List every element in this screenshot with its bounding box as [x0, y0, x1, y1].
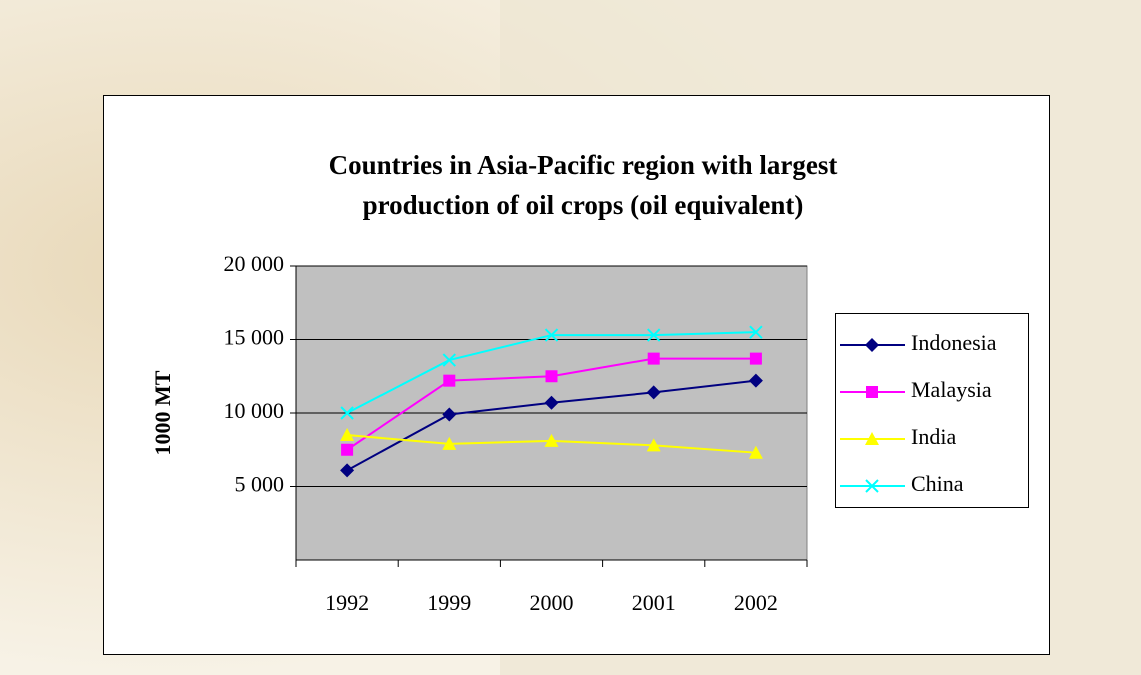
y-tick-label: 20 000	[224, 251, 285, 276]
marker	[750, 353, 762, 365]
x-tick-label: 2001	[632, 590, 676, 615]
marker	[341, 444, 353, 456]
legend-label: Malaysia	[911, 377, 992, 402]
legend-label: Indonesia	[911, 330, 997, 355]
chart: Countries in Asia-Pacific region with la…	[0, 0, 1141, 675]
marker	[648, 353, 660, 365]
y-axis-label: 1000 MT	[150, 370, 175, 455]
y-tick-label: 10 000	[224, 398, 285, 423]
y-tick-label: 5 000	[235, 472, 285, 497]
chart-title: production of oil crops (oil equivalent)	[363, 190, 804, 220]
legend-marker	[866, 386, 878, 398]
chart-title: Countries in Asia-Pacific region with la…	[329, 150, 838, 180]
marker	[443, 375, 455, 387]
x-tick-label: 2000	[530, 590, 574, 615]
page: Countries in Asia-Pacific region with la…	[0, 0, 1141, 675]
y-tick-label: 15 000	[224, 325, 285, 350]
legend-label: China	[911, 471, 964, 496]
marker	[546, 370, 558, 382]
legend-label: India	[911, 424, 956, 449]
x-tick-label: 2002	[734, 590, 778, 615]
x-tick-label: 1992	[325, 590, 369, 615]
x-tick-label: 1999	[427, 590, 471, 615]
